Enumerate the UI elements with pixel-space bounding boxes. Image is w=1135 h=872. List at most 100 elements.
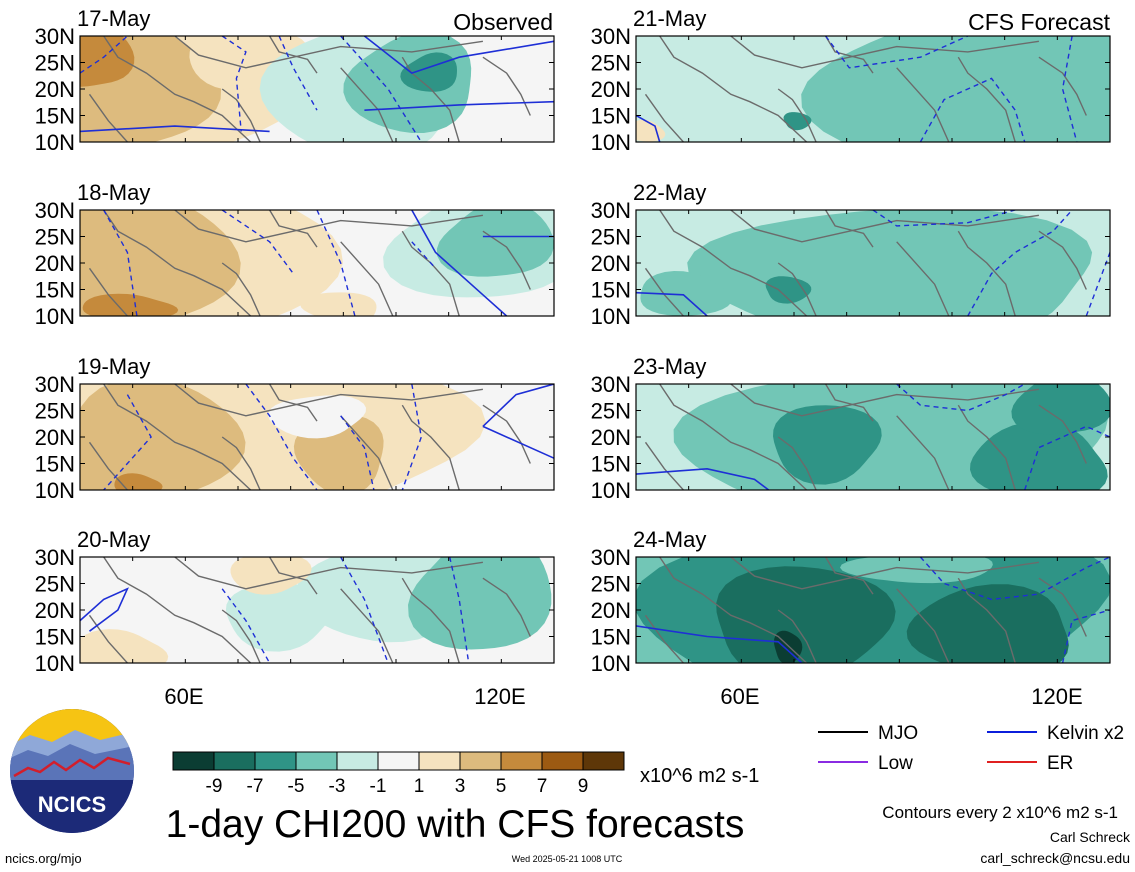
coastline xyxy=(777,88,817,142)
panel-date-label: 19-May xyxy=(77,354,150,379)
kelvin-contour-dashed xyxy=(919,557,1110,601)
kelvin-contour-dashed xyxy=(221,210,294,275)
chi-field-region xyxy=(80,36,135,87)
chi-field-region xyxy=(436,210,554,277)
coastline xyxy=(896,415,950,490)
ncics-logo: NCICS xyxy=(10,709,134,833)
coastline xyxy=(340,241,394,316)
kelvin-contour-dashed xyxy=(896,384,1026,412)
y-tick-label: 10N xyxy=(35,478,75,503)
kelvin-contour-solid xyxy=(364,100,554,111)
legend-item-low: Low xyxy=(818,753,913,774)
y-tick-label: 20N xyxy=(35,251,75,276)
kelvin-contour-solid xyxy=(636,114,661,142)
y-tick-label: 25N xyxy=(591,225,631,250)
coastline xyxy=(1038,230,1087,290)
kelvin-contour-dashed xyxy=(103,210,138,316)
legend-item-kelvin-x2: Kelvin x2 xyxy=(987,723,1124,744)
colorbar-swatch xyxy=(418,751,461,771)
y-tick-label: 30N xyxy=(35,372,75,397)
footer-timestamp: Wed 2025-05-21 1008 UTC xyxy=(512,854,623,864)
coastline xyxy=(482,56,531,116)
y-tick-label: 15N xyxy=(35,452,75,477)
legend-item-mjo: MJO xyxy=(818,723,918,744)
colorbar-tick-label: 9 xyxy=(578,776,589,797)
y-tick-label: 20N xyxy=(591,77,631,102)
y-tick-label: 25N xyxy=(35,399,75,424)
panels-group: 17-May30N25N20N15N10N18-May30N25N20N15N1… xyxy=(35,6,1111,676)
colorbar-tick-label: -7 xyxy=(247,776,264,797)
kelvin-contour-dashed xyxy=(401,384,423,490)
y-tick-label: 20N xyxy=(591,425,631,450)
coastline xyxy=(482,230,531,290)
kelvin-contour-dashed xyxy=(872,210,1016,227)
coastline xyxy=(824,557,874,595)
coastline xyxy=(730,557,1040,590)
kelvin-contour-dashed xyxy=(221,588,271,663)
coastline xyxy=(777,262,817,316)
panel-ticks xyxy=(635,209,1111,317)
y-tick-label: 20N xyxy=(591,598,631,623)
colorbar-tick-label: 1 xyxy=(414,776,425,797)
kelvin-contour-dashed xyxy=(340,415,375,490)
column-label-observed: Observed xyxy=(453,9,553,35)
coastline xyxy=(340,415,394,490)
kelvin-contour-dashed xyxy=(340,557,389,663)
kelvin-contour-solid xyxy=(363,36,554,74)
chi-field-region xyxy=(80,210,241,316)
kelvin-contour-dashed xyxy=(278,36,318,111)
coastline xyxy=(730,36,1040,69)
colorbar-swatch xyxy=(541,751,584,771)
colorbar-swatch xyxy=(336,751,379,771)
coastline xyxy=(401,577,460,663)
legend-item-er: ER xyxy=(987,753,1073,774)
chi-field-region xyxy=(80,384,246,490)
colorbar-swatch xyxy=(295,751,338,771)
legend-label: MJO xyxy=(878,723,918,744)
y-tick-label: 15N xyxy=(35,625,75,650)
y-tick-label: 25N xyxy=(591,399,631,424)
panel-ticks xyxy=(79,556,555,664)
chi-field-region xyxy=(840,557,993,584)
colorbar-tick-label: -9 xyxy=(206,776,223,797)
colorbar-swatch xyxy=(582,751,625,771)
colorbar-tick-label: 3 xyxy=(455,776,466,797)
y-tick-label: 30N xyxy=(35,24,75,49)
colorbar-swatch xyxy=(377,751,420,771)
x-tick-label: 60E xyxy=(164,684,203,709)
panel-date-label: 20-May xyxy=(77,527,150,552)
kelvin-contour-solid xyxy=(636,625,803,663)
colorbar-units: x10^6 m2 s-1 xyxy=(640,765,759,787)
y-tick-label: 30N xyxy=(591,372,631,397)
kelvin-contour-solid xyxy=(636,467,770,490)
colorbar-tick-label: 7 xyxy=(537,776,548,797)
y-tick-label: 10N xyxy=(591,130,631,155)
coastline xyxy=(659,384,808,490)
coastline xyxy=(88,441,128,490)
y-tick-label: 25N xyxy=(591,572,631,597)
kelvin-contour-dashed xyxy=(1061,36,1078,142)
legend: MJO Kelvin x2 Low ER xyxy=(818,723,1124,774)
panel-date-label: 17-May xyxy=(77,6,150,31)
y-tick-label: 15N xyxy=(35,278,75,303)
colorbar-swatch xyxy=(254,751,297,771)
contour-note: Contours every 2 x10^6 m2 s-1 xyxy=(882,803,1118,822)
panel-date-label: 21-May xyxy=(633,6,706,31)
chi-field-region xyxy=(640,271,733,316)
coastline xyxy=(221,436,261,490)
coastline xyxy=(103,384,252,490)
coastline xyxy=(824,210,874,248)
coastline xyxy=(221,609,261,663)
kelvin-contour-solid xyxy=(482,384,554,427)
chi-field-region xyxy=(114,473,163,490)
kelvin-contour-dashed xyxy=(103,394,152,490)
y-tick-label: 25N xyxy=(591,51,631,76)
y-tick-label: 15N xyxy=(591,278,631,303)
coastline xyxy=(957,404,1016,490)
coastline xyxy=(957,230,1016,316)
coastline xyxy=(659,210,808,316)
